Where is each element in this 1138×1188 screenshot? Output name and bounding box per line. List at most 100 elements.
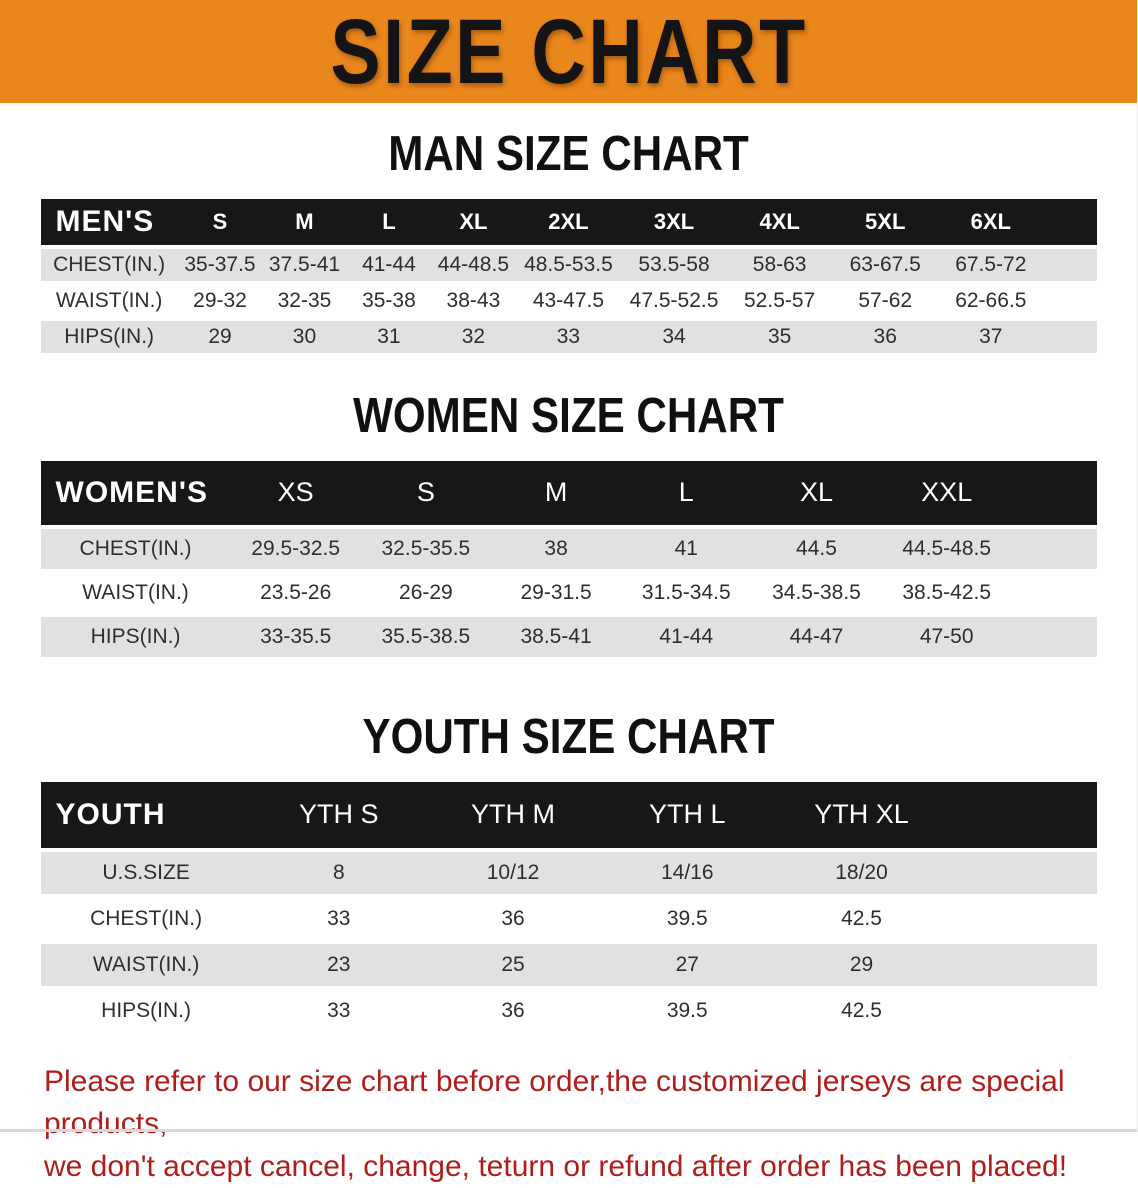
table-cell: 58-63	[726, 248, 833, 281]
row-label-waist-in-: WAIST(IN.)	[40, 943, 252, 986]
column-header-xl: XL	[431, 198, 516, 245]
youth-size-table: YOUTH YTH S YTH M YTH L YTH XL U.S.SIZE 8 10/1…	[40, 778, 1097, 1036]
table-cell: 47.5-52.5	[621, 284, 727, 317]
row-label-waist-in-: WAIST(IN.)	[40, 572, 231, 613]
table-corner-label: MEN'S	[40, 198, 178, 245]
men-size-chart-section: MAN SIZE CHART MEN'S S M L XL 2XL 3XL 4XL 5XL 6XL…	[0, 127, 1137, 357]
row-label-chest-in-: CHEST(IN.)	[40, 248, 178, 281]
table-cell: 41-44	[346, 248, 432, 281]
filler-cell	[948, 897, 1097, 940]
table-cell: 38-43	[431, 284, 516, 317]
table-cell: 57-62	[832, 284, 939, 317]
table-cell: 29	[177, 320, 263, 353]
column-header-xs: XS	[230, 460, 361, 525]
column-header-m: M	[490, 460, 622, 525]
filler-header-cell	[1011, 460, 1097, 525]
filler-cell	[948, 943, 1097, 986]
women-size-chart-section: WOMEN SIZE CHART WOMEN'S XS S M L XL XXL CHEST…	[0, 388, 1137, 661]
table-row: WAIST(IN.) 23.5-26 26-29 29-31.5 31.5-34.5 34…	[40, 572, 1097, 613]
table-cell: 33	[515, 320, 622, 353]
table-cell: 32-35	[262, 284, 347, 317]
disclaimer-text: Please refer to our size chart before or…	[44, 1061, 1117, 1188]
table-cell: 35-37.5	[177, 248, 263, 281]
table-cell: 63-67.5	[832, 248, 939, 281]
table-cell: 53.5-58	[621, 248, 727, 281]
table-cell: 35	[726, 320, 833, 353]
table-cell: 36	[425, 897, 601, 940]
table-cell: 44-48.5	[431, 248, 516, 281]
table-cell: 30	[262, 320, 347, 353]
filler-header-cell	[948, 781, 1097, 848]
table-cell: 36	[425, 989, 601, 1032]
table-cell: 47-50	[881, 616, 1012, 657]
table-cell: 29	[774, 943, 949, 986]
table-row: HIPS(IN.) 33-35.5 35.5-38.5 38.5-41 41-44 44-…	[40, 616, 1097, 657]
column-header-xxl: XXL	[881, 460, 1012, 525]
table-cell: 35.5-38.5	[360, 616, 491, 657]
table-cell: 33	[251, 989, 426, 1032]
table-cell: 43-47.5	[515, 284, 622, 317]
table-corner-label: YOUTH	[40, 781, 252, 848]
man-size-chart-heading: MAN SIZE CHART	[388, 127, 749, 181]
women-size-chart-heading: WOMEN SIZE CHART	[353, 388, 784, 443]
table-cell: 14/16	[600, 851, 775, 894]
table-cell: 33	[251, 897, 426, 940]
table-cell: 23	[251, 943, 426, 986]
column-header-yth-xl: YTH XL	[774, 781, 949, 848]
table-row: WAIST(IN.) 29-32 32-35 35-38 38-43 43-47.5 47.…	[40, 284, 1097, 317]
filler-cell	[1043, 248, 1097, 281]
filler-cell	[1011, 528, 1097, 569]
filler-cell	[1011, 616, 1097, 657]
table-cell: 10/12	[425, 851, 601, 894]
column-header-yth-s: YTH S	[251, 781, 426, 848]
row-label-u-s-size: U.S.SIZE	[40, 851, 252, 894]
filler-cell	[1043, 320, 1097, 353]
column-header-6xl: 6XL	[938, 198, 1044, 245]
table-cell: 42.5	[774, 989, 949, 1032]
table-cell: 29.5-32.5	[230, 528, 361, 569]
youth-size-chart-heading: YOUTH SIZE CHART	[362, 709, 775, 764]
table-row: WAIST(IN.) 23 25 27 29	[40, 943, 1097, 986]
table-cell: 31.5-34.5	[621, 572, 752, 613]
table-cell: 32.5-35.5	[360, 528, 491, 569]
row-label-hips-in-: HIPS(IN.)	[40, 989, 252, 1032]
table-cell: 41-44	[621, 616, 752, 657]
table-cell: 38	[490, 528, 622, 569]
table-cell: 44.5-48.5	[881, 528, 1012, 569]
table-row: CHEST(IN.) 35-37.5 37.5-41 41-44 44-48.5 48.5…	[40, 248, 1097, 281]
table-cell: 38.5-41	[490, 616, 622, 657]
column-header-l: L	[621, 460, 752, 525]
table-cell: 44-47	[751, 616, 882, 657]
table-cell: 25	[425, 943, 601, 986]
column-header-xl: XL	[751, 460, 882, 525]
table-cell: 29-32	[177, 284, 263, 317]
table-cell: 29-31.5	[490, 572, 622, 613]
column-header-s: S	[177, 198, 263, 245]
table-cell: 35-38	[346, 284, 432, 317]
table-cell: 32	[431, 320, 516, 353]
row-label-waist-in-: WAIST(IN.)	[40, 284, 178, 317]
size-chart-title: SIZE CHART	[329, 0, 808, 103]
disclaimer-line-1: Please refer to our size chart before or…	[44, 1064, 1065, 1141]
column-header-l: L	[346, 198, 432, 245]
row-label-hips-in-: HIPS(IN.)	[40, 320, 178, 353]
table-row: CHEST(IN.) 33 36 39.5 42.5	[40, 897, 1097, 940]
column-header-2xl: 2XL	[515, 198, 622, 245]
table-cell: 27	[600, 943, 775, 986]
row-label-hips-in-: HIPS(IN.)	[40, 616, 231, 657]
table-corner-label: WOMEN'S	[40, 460, 231, 525]
table-cell: 18/20	[774, 851, 949, 894]
table-cell: 37	[938, 320, 1044, 353]
table-cell: 37.5-41	[262, 248, 347, 281]
table-cell: 26-29	[360, 572, 491, 613]
column-header-4xl: 4XL	[726, 198, 833, 245]
women-table-header-row: WOMEN'S XS S M L XL XXL	[40, 460, 1097, 525]
table-cell: 44.5	[751, 528, 882, 569]
column-header-3xl: 3XL	[621, 198, 727, 245]
table-cell: 38.5-42.5	[881, 572, 1012, 613]
column-header-5xl: 5XL	[832, 198, 939, 245]
table-cell: 62-66.5	[938, 284, 1044, 317]
size-chart-banner: SIZE CHART	[0, 0, 1137, 103]
column-header-yth-l: YTH L	[600, 781, 775, 848]
filler-cell	[948, 989, 1097, 1032]
